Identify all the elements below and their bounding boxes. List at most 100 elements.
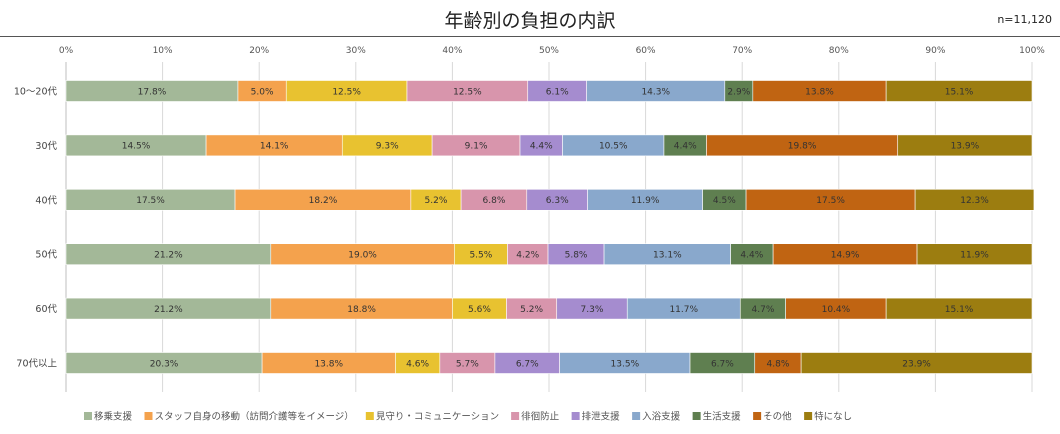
bar-segment xyxy=(885,80,1033,102)
data-label: 5.5% xyxy=(469,251,492,261)
legend: 移乗支援 スタッフ自身の移動（訪問介護等をイメージ） 見守り・コミュニケーション 徘徊… xyxy=(84,411,852,423)
data-label: 5.2% xyxy=(425,196,448,206)
legend-swatch xyxy=(692,412,701,420)
legend-label: 入浴支援 xyxy=(642,411,681,423)
data-label: 7.3% xyxy=(581,305,604,315)
data-label: 14.3% xyxy=(641,87,670,97)
data-label: 19.8% xyxy=(788,142,817,152)
data-label: 13.1% xyxy=(653,251,682,261)
data-label: 17.8% xyxy=(138,87,167,97)
data-label: 4.7% xyxy=(752,305,775,315)
bar-segment xyxy=(885,297,1033,320)
legend-swatch xyxy=(511,412,520,420)
bar-segment xyxy=(800,352,1033,374)
x-tick-label: 50% xyxy=(539,46,559,56)
data-label: 5.2% xyxy=(520,305,543,315)
legend-label: 排泄支援 xyxy=(582,411,621,423)
x-tick-label: 90% xyxy=(925,46,945,56)
bar-segment xyxy=(916,243,1033,265)
category-label: 40代 xyxy=(35,195,57,206)
data-label: 18.8% xyxy=(347,305,376,315)
data-label: 6.8% xyxy=(483,196,506,206)
legend-label: 見守り・コミュニケーション xyxy=(376,411,499,423)
data-label: 13.8% xyxy=(805,87,834,97)
legend-swatch xyxy=(144,412,153,420)
data-label: 4.8% xyxy=(767,359,790,369)
category-label: 30代 xyxy=(35,141,57,152)
legend-label: 生活支援 xyxy=(703,411,742,423)
data-label: 4.4% xyxy=(674,142,697,152)
legend-label: 特になし xyxy=(814,411,852,423)
bar-layer: 10～20代 17.8% 5.0% 12.5% 12.5% 6.1% 14.3% 2.9% 13… xyxy=(14,80,1035,374)
data-label: 4.2% xyxy=(516,251,539,261)
data-label: 6.7% xyxy=(516,359,539,369)
legend-swatch xyxy=(84,412,92,420)
legend-swatch xyxy=(571,412,580,420)
bar-segment xyxy=(914,189,1035,211)
legend-label: 徘徊防止 xyxy=(521,411,560,423)
title-divider xyxy=(0,36,1060,37)
data-label: 11.7% xyxy=(669,305,698,315)
x-tick-label: 80% xyxy=(829,46,849,56)
data-label: 10.5% xyxy=(599,142,628,152)
bar-segment xyxy=(897,134,1033,157)
legend-swatch xyxy=(632,412,641,420)
data-label: 6.7% xyxy=(711,359,734,369)
data-label: 4.4% xyxy=(740,251,763,261)
data-label: 14.1% xyxy=(260,142,289,152)
data-label: 12.5% xyxy=(453,87,482,97)
x-tick-label: 100% xyxy=(1019,46,1045,56)
data-label: 6.3% xyxy=(546,196,569,206)
data-label: 13.5% xyxy=(611,359,640,369)
data-label: 13.8% xyxy=(314,359,343,369)
sample-size: n=11,120 xyxy=(997,13,1052,26)
data-label: 19.0% xyxy=(348,251,377,261)
data-label: 11.9% xyxy=(960,251,989,261)
legend-label: スタッフ自身の移動（訪問介護等をイメージ） xyxy=(155,411,354,423)
data-label: 23.9% xyxy=(902,359,931,369)
legend-swatch xyxy=(804,412,813,420)
x-tick-label: 10% xyxy=(153,46,173,56)
legend-swatch xyxy=(753,412,762,420)
x-tick-label: 40% xyxy=(442,46,462,56)
legend-label: その他 xyxy=(763,411,792,423)
data-label: 12.5% xyxy=(332,87,361,97)
data-label: 17.5% xyxy=(136,196,165,206)
x-tick-label: 70% xyxy=(732,46,752,56)
data-label: 15.1% xyxy=(945,305,974,315)
data-label: 4.5% xyxy=(713,196,736,206)
data-label: 12.3% xyxy=(960,196,989,206)
data-label: 20.3% xyxy=(150,359,179,369)
data-label: 5.0% xyxy=(251,87,274,97)
data-label: 10.4% xyxy=(822,305,851,315)
data-label: 13.9% xyxy=(951,142,980,152)
data-label: 2.9% xyxy=(727,87,750,97)
data-label: 17.5% xyxy=(816,196,845,206)
category-label: 60代 xyxy=(35,304,57,315)
data-label: 4.6% xyxy=(406,359,429,369)
x-tick-label: 20% xyxy=(249,46,269,56)
data-label: 5.7% xyxy=(456,359,479,369)
data-label: 9.1% xyxy=(465,142,488,152)
data-label: 4.4% xyxy=(530,142,553,152)
data-label: 9.3% xyxy=(376,142,399,152)
x-tick-label: 0% xyxy=(59,46,74,56)
chart-title: 年齢別の負担の内訳 xyxy=(444,10,616,32)
x-tick-label: 30% xyxy=(346,46,366,56)
data-label: 11.9% xyxy=(631,196,660,206)
category-label: 70代以上 xyxy=(16,359,57,370)
legend-swatch xyxy=(365,412,374,420)
legend-label: 移乗支援 xyxy=(94,411,133,423)
data-label: 5.8% xyxy=(565,251,588,261)
data-label: 5.6% xyxy=(468,305,491,315)
data-label: 18.2% xyxy=(309,196,338,206)
data-label: 21.2% xyxy=(154,305,183,315)
category-label: 50代 xyxy=(35,250,57,261)
data-label: 14.9% xyxy=(831,251,860,261)
data-label: 6.1% xyxy=(546,87,569,97)
grid-layer: 0% 10% 20% 30% 40% 50% 60% 70% 80% 90% 100% xyxy=(59,46,1045,392)
data-label: 15.1% xyxy=(945,87,974,97)
data-label: 14.5% xyxy=(122,142,151,152)
data-label: 21.2% xyxy=(154,251,183,261)
